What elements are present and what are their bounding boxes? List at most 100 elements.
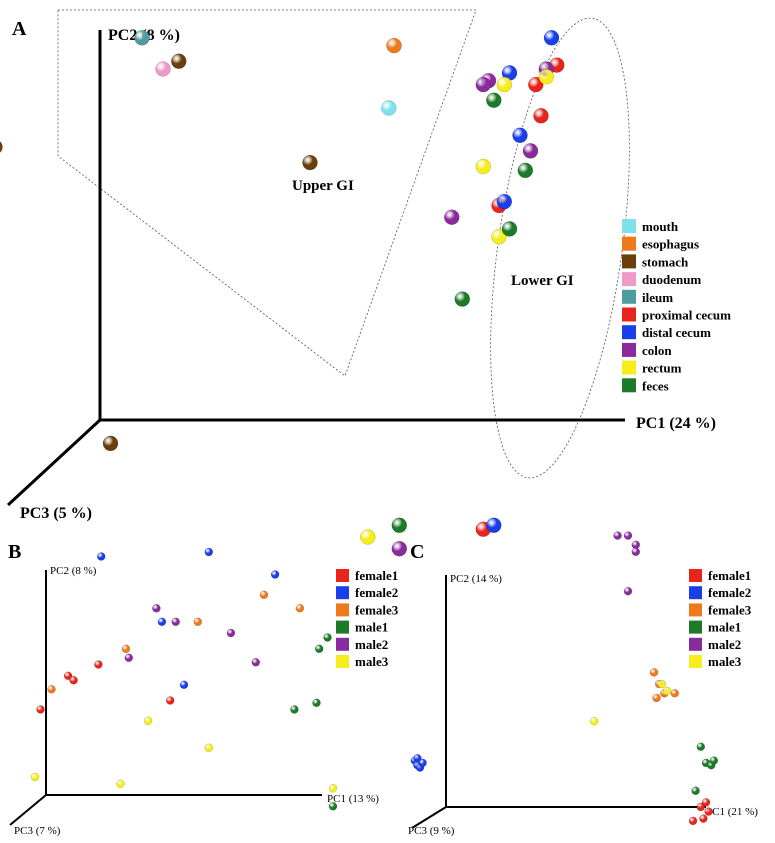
point-b-female3-2 (295, 604, 305, 613)
point-b-female1-2 (63, 671, 73, 681)
legend-a: mouth esophagus stomach duodenum ileum proxim… (622, 219, 731, 393)
point-b-male1-3 (312, 698, 321, 708)
point-a-stomach-3 (0, 141, 3, 153)
pc3-label-b: PC3 (7 %) (14, 825, 61, 837)
legend-label-a-rectum: rectum (642, 361, 682, 376)
point-c-male1-4 (709, 756, 719, 765)
point-a-rectum-3 (475, 158, 492, 175)
panel-a: A PC2 (8 %) PC1 (24 %) PC3 (5 %) Upper G… (0, 9, 731, 557)
point-a-rectum-1 (496, 76, 513, 93)
point-c-female2-5 (413, 754, 422, 763)
panel-c-letter: C (410, 541, 424, 563)
pc2-label-b: PC2 (8 %) (50, 565, 97, 577)
legend-swatch-a-stomach (622, 254, 636, 269)
point-b-female2-1 (96, 552, 106, 561)
point-a-stomach-4 (302, 154, 318, 171)
point-a-stomach-2 (171, 53, 187, 69)
upper-gi-region (57, 9, 477, 377)
point-a-feces-2 (517, 162, 534, 179)
point-b-male1-1 (314, 644, 324, 654)
point-c-male2-5 (623, 586, 633, 596)
point-b-female3-1 (259, 590, 269, 600)
legend-swatch-c-female3 (689, 603, 702, 617)
legend-swatch-a-mouth (622, 219, 636, 233)
pc3-label-c: PC3 (9 %) (408, 825, 455, 837)
legend-label-c-male1: male1 (708, 620, 741, 635)
legend-label-b-male1: male1 (355, 620, 388, 635)
point-a-rectum-4 (491, 228, 507, 245)
point-a-distal-cecum-3 (512, 127, 528, 144)
point-a-colon-3 (522, 143, 539, 159)
legend-label-b-female1: female1 (355, 568, 398, 583)
pc2-label-c: PC2 (14 %) (450, 573, 502, 585)
point-c-female3-5 (652, 693, 661, 703)
point-b-male3-2 (204, 743, 214, 753)
legend-label-c-male3: male3 (708, 654, 742, 669)
point-a-feces-5 (391, 517, 408, 534)
points-b (30, 547, 338, 811)
point-c-male3-3 (662, 686, 672, 696)
point-c-female1-3 (699, 814, 708, 823)
panel-b-letter: B (8, 541, 21, 563)
point-a-colon-4 (444, 209, 460, 225)
pc1-label-b: PC1 (13 %) (327, 793, 379, 805)
pc3-axis-c (411, 806, 447, 829)
legend-swatch-c-female1 (689, 569, 702, 582)
point-b-female1-4 (36, 705, 45, 714)
point-b-female1-3 (69, 676, 78, 685)
point-b-male1-2 (323, 633, 332, 642)
point-c-female3-1 (649, 668, 659, 677)
point-a-proximal-cecum-2 (528, 76, 544, 93)
point-c-female3-4 (670, 689, 680, 698)
point-b-female3-5 (47, 685, 56, 694)
legend-swatch-c-male1 (689, 620, 702, 634)
legend-label-a-feces: feces (642, 378, 669, 393)
legend-swatch-c-male3 (689, 655, 702, 668)
point-c-female1-4 (688, 816, 698, 826)
point-a-colon-5 (475, 76, 492, 93)
legend-swatch-c-male2 (689, 637, 702, 651)
point-b-male3-3 (116, 779, 125, 789)
pc1-label-c: PC1 (21 %) (706, 806, 758, 818)
point-a-distal-cecum-4 (496, 193, 513, 210)
legend-label-c-female2: female2 (708, 585, 751, 600)
legend-label-a-ileum: ileum (642, 290, 673, 305)
point-b-female2-5 (179, 680, 189, 690)
legend-swatch-b-female1 (336, 569, 349, 582)
legend-swatch-a-distal-cecum (622, 325, 636, 340)
point-b-male1-5 (328, 802, 338, 811)
point-a-rectum-2 (538, 69, 555, 85)
points-a (0, 30, 565, 557)
point-a-esophagus-4 (386, 37, 402, 54)
point-c-male1-5 (691, 786, 700, 796)
point-a-colon-6 (391, 540, 408, 557)
legend-label-c-male2: male2 (708, 637, 741, 652)
point-b-male2-2 (171, 617, 180, 627)
legend-swatch-b-female3 (336, 603, 349, 617)
point-a-feces-1 (486, 92, 502, 108)
point-a-mouth-6 (381, 100, 397, 116)
legend-swatch-c-female2 (689, 586, 702, 600)
point-c-male2-2 (623, 531, 633, 540)
point-b-female3-4 (121, 644, 131, 654)
panel-c: C PC2 (14 %) PC1 (21 %) PC3 (9 %) female… (408, 531, 758, 837)
points-c (410, 531, 719, 826)
point-b-male3-1 (143, 716, 153, 726)
point-a-feces-3 (501, 221, 518, 237)
panel-a-letter: A (12, 18, 27, 40)
point-a-feces-4 (454, 291, 471, 307)
point-b-male3-5 (328, 784, 338, 793)
upper-gi-label: Upper GI (292, 178, 354, 194)
legend-swatch-b-male3 (336, 655, 349, 668)
legend-swatch-a-rectum (622, 360, 636, 375)
point-b-male3-4 (30, 772, 40, 782)
point-a-rectum-5 (360, 529, 376, 545)
point-b-male2-3 (226, 628, 236, 638)
point-b-male2-1 (152, 604, 161, 613)
point-c-male1-1 (696, 742, 706, 751)
legend-label-a-distal-cecum: distal cecum (642, 325, 711, 340)
pc3-axis-b (9, 794, 47, 826)
legend-label-a-duodenum: duodenum (642, 272, 701, 287)
legend-label-b-female2: female2 (355, 585, 398, 600)
